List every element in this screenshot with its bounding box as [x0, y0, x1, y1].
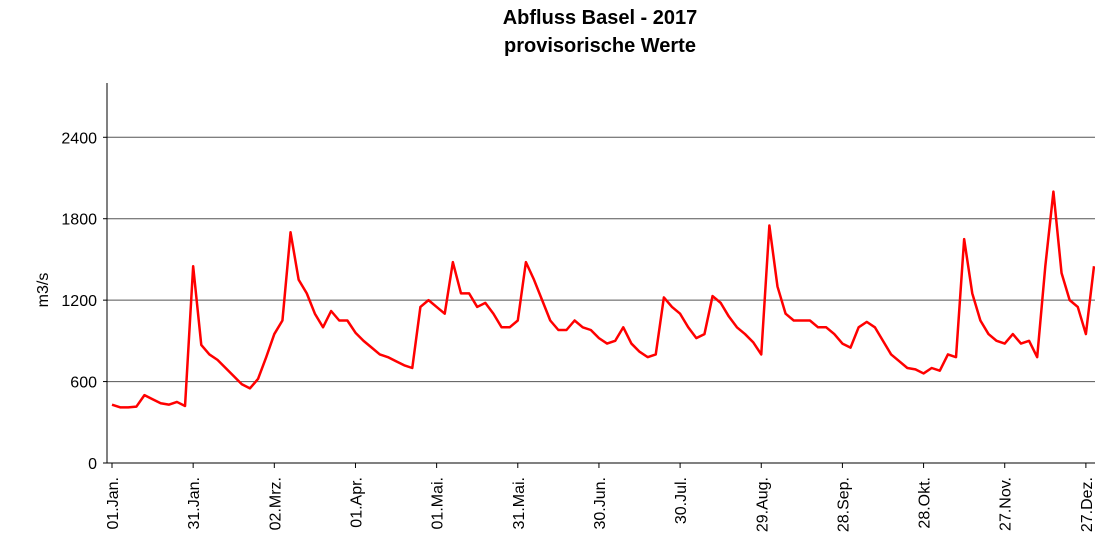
x-tick-label: 01.Apr.	[348, 477, 365, 528]
data-line	[111, 190, 1095, 409]
x-tick-label: 27.Dez.	[1079, 477, 1095, 532]
x-tick-label: 31.Jan.	[186, 477, 203, 529]
x-tick-label: 30.Jun.	[592, 477, 609, 529]
y-tick-label: 600	[70, 375, 97, 392]
x-tick-label: 29.Aug.	[754, 477, 771, 532]
x-tick-label: 28.Okt.	[917, 477, 934, 529]
chart-subtitle: provisorische Werte	[504, 35, 696, 57]
x-tick-label: 30.Jul.	[673, 477, 690, 524]
y-tick-label: 1200	[61, 293, 97, 310]
x-tick-label: 01.Jan.	[105, 477, 122, 529]
x-tick-label: 31.Mai.	[511, 477, 528, 529]
chart-title: Abfluss Basel - 2017	[503, 7, 698, 29]
y-axis-label: m3/s	[35, 273, 52, 308]
y-tick-label: 2400	[61, 130, 97, 147]
x-tick-label: 27.Nov.	[998, 477, 1015, 531]
y-tick-label: 0	[88, 456, 97, 473]
y-tick-label: 1800	[61, 212, 97, 229]
x-tick-label: 02.Mrz.	[267, 477, 284, 530]
x-tick-label: 28.Sep.	[835, 477, 852, 532]
x-tick-label: 01.Mai.	[430, 477, 447, 529]
